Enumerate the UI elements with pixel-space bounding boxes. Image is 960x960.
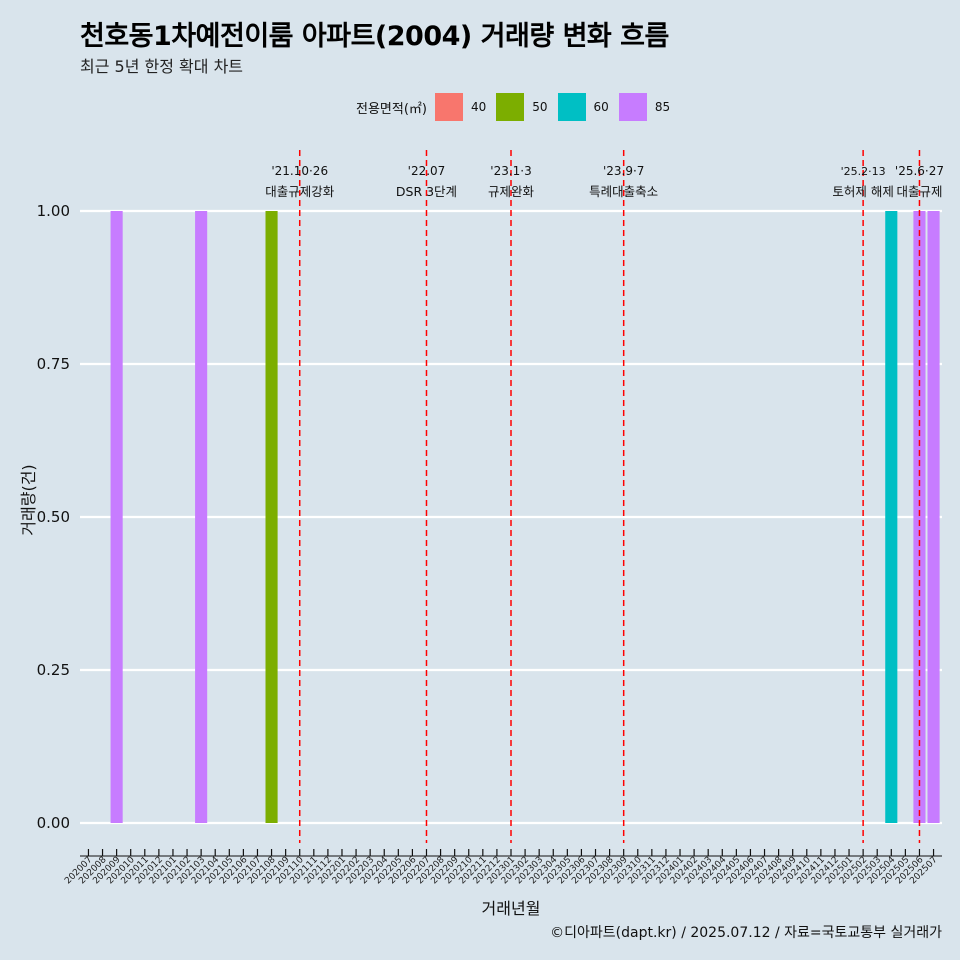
event-label: 대출규제 xyxy=(896,184,942,199)
bar-202504 xyxy=(885,211,898,823)
legend-label-60: 60 xyxy=(593,100,609,114)
event-label: 규제완화 xyxy=(488,184,535,199)
legend-swatch-40 xyxy=(434,93,463,121)
event-label: 대출규제강화 xyxy=(265,184,335,199)
legend-label-50: 50 xyxy=(532,100,548,114)
event-date-label: '25.6·27 xyxy=(895,164,944,178)
y-tick-label: 0.00 xyxy=(37,814,70,832)
legend-swatch-85 xyxy=(618,93,647,121)
event-date-label: '23.1·3 xyxy=(490,164,531,178)
legend-title: 전용면적(㎡) xyxy=(356,101,427,117)
bar-202507 xyxy=(927,211,940,823)
legend-label-40: 40 xyxy=(470,100,487,114)
bar-202506 xyxy=(913,211,926,823)
y-tick-label: 0.50 xyxy=(37,508,70,526)
event-date-label: '25.2·13 xyxy=(841,165,886,178)
chart-subtitle: 최근 5년 한정 확대 차트 xyxy=(80,57,244,76)
legend-swatch-60 xyxy=(557,93,586,121)
y-tick-label: 1.00 xyxy=(37,202,70,220)
event-date-label: '21.10·26 xyxy=(271,164,328,178)
legend-item-50: 50 xyxy=(496,93,548,121)
y-axis-title: 거래량(건) xyxy=(19,464,38,535)
chart-title: 천호동1차예전이룸 아파트(2004) 거래량 변화 흐름 xyxy=(80,21,669,52)
event-label: 특례대출축소 xyxy=(589,184,658,199)
legend-label-85: 85 xyxy=(654,100,671,114)
bar-202009 xyxy=(110,211,123,823)
legend-item-40: 40 xyxy=(434,93,487,121)
y-tick-label: 0.75 xyxy=(37,355,70,373)
bar-202103 xyxy=(195,211,208,823)
event-date-label: '22.07 xyxy=(408,164,446,178)
event-label: DSR 3단계 xyxy=(396,184,457,199)
source-caption: ©디아파트(dapt.kr) / 2025.07.12 / 자료=국토교통부 실… xyxy=(550,925,942,941)
legend-item-60: 60 xyxy=(557,93,609,121)
bar-202108 xyxy=(265,211,278,823)
legend: 전용면적(㎡) 40 50 60 85 xyxy=(356,93,680,121)
x-axis-title: 거래년월 xyxy=(482,899,541,918)
event-label: 토허제 해제 xyxy=(832,184,893,199)
y-tick-label: 0.25 xyxy=(37,661,70,679)
legend-swatch-50 xyxy=(496,93,525,121)
legend-item-85: 85 xyxy=(618,93,671,121)
event-date-label: '23.9·7 xyxy=(603,164,644,178)
